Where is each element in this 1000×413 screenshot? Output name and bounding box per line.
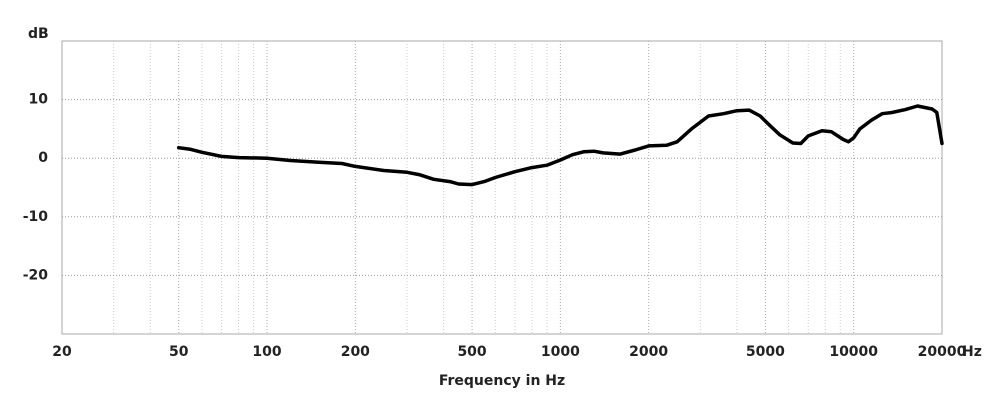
x-tick-label: 100 [252,344,281,360]
x-tick-label: 1000 [541,344,580,360]
x-unit: Hz [962,344,982,360]
y-tick-label: -20 [23,267,49,283]
y-tick-label: -10 [23,209,49,225]
x-tick-label: 50 [169,344,189,360]
plot-frame [61,40,943,335]
y-tick-label: 10 [29,92,49,108]
x-tick-label: 200 [341,344,370,360]
x-tick-label: 5000 [746,344,785,360]
y-unit: dB [28,26,49,42]
x-tick-label: 20 [52,344,72,360]
x-tick-label: 20000 [918,344,967,360]
y-tick-label: 0 [38,150,48,166]
x-tick-label: 10000 [829,344,878,360]
response-curve [176,104,944,187]
x-tick-label: 2000 [629,344,668,360]
x-tick-label: 500 [457,344,486,360]
x-axis-label: Frequency in Hz [439,373,565,389]
